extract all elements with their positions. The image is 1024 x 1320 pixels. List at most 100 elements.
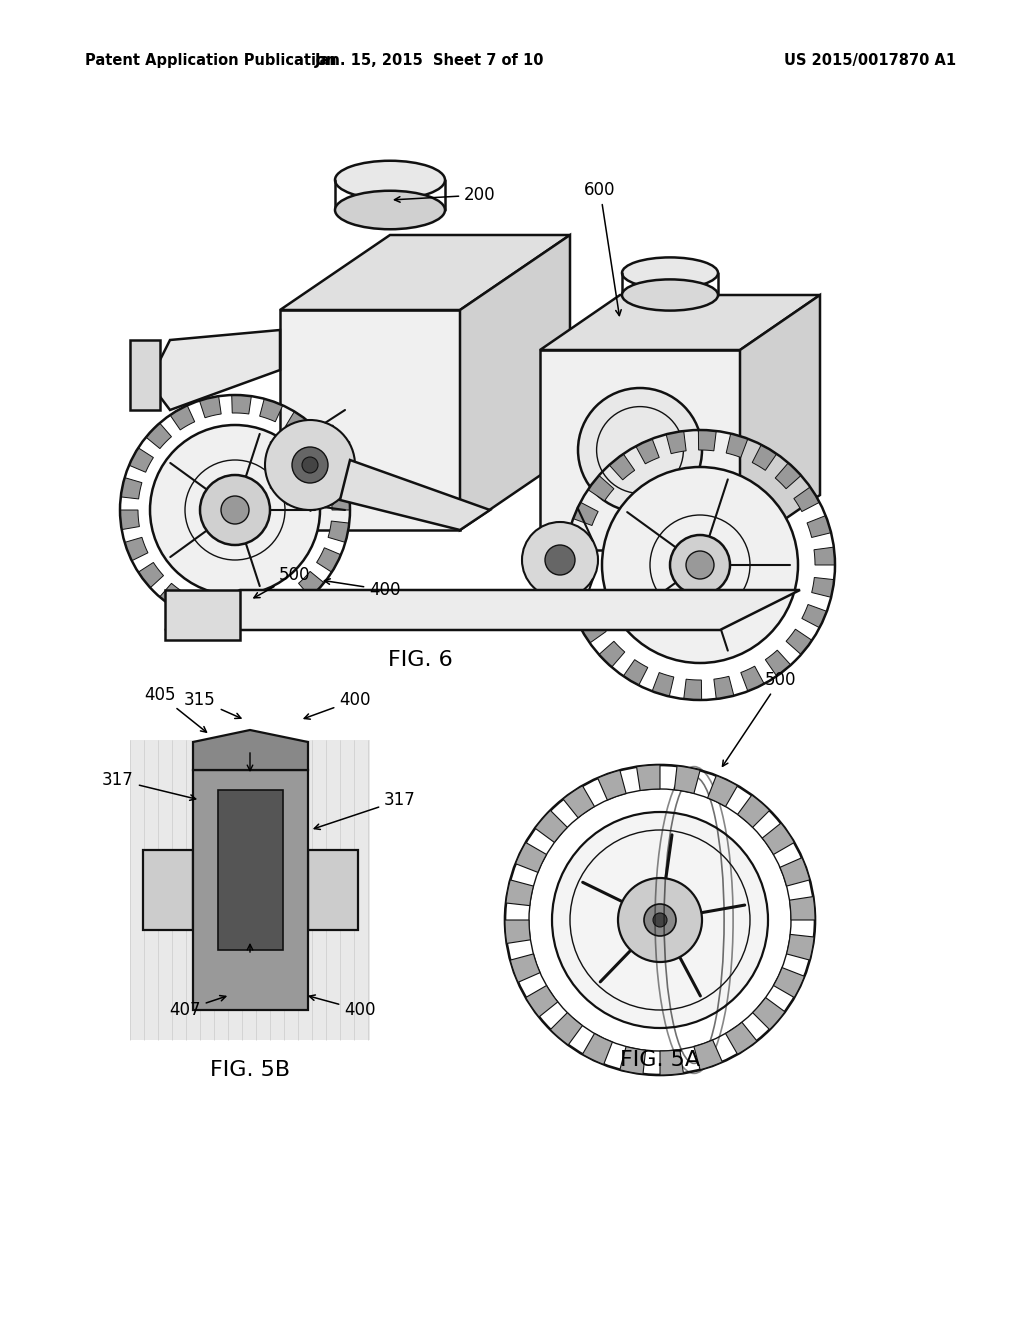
Polygon shape bbox=[331, 491, 350, 510]
Polygon shape bbox=[812, 577, 835, 598]
Polygon shape bbox=[786, 935, 814, 960]
Polygon shape bbox=[219, 606, 239, 624]
Polygon shape bbox=[753, 998, 785, 1030]
Polygon shape bbox=[540, 294, 820, 350]
Polygon shape bbox=[260, 399, 283, 422]
Polygon shape bbox=[299, 572, 324, 597]
Text: 600: 600 bbox=[585, 181, 622, 315]
Polygon shape bbox=[566, 533, 589, 553]
Polygon shape bbox=[599, 642, 625, 667]
Bar bbox=[308, 850, 358, 931]
Ellipse shape bbox=[622, 257, 718, 289]
Polygon shape bbox=[684, 680, 701, 700]
Circle shape bbox=[552, 812, 768, 1028]
Polygon shape bbox=[652, 672, 674, 697]
Polygon shape bbox=[636, 438, 659, 463]
Polygon shape bbox=[790, 896, 815, 920]
Text: 317: 317 bbox=[102, 771, 196, 800]
Polygon shape bbox=[794, 487, 819, 512]
Polygon shape bbox=[765, 651, 791, 676]
Polygon shape bbox=[624, 660, 648, 685]
Circle shape bbox=[200, 475, 270, 545]
Polygon shape bbox=[698, 430, 716, 451]
Polygon shape bbox=[322, 459, 345, 483]
Text: 400: 400 bbox=[304, 690, 371, 719]
Circle shape bbox=[545, 545, 575, 576]
Text: 500: 500 bbox=[723, 671, 796, 767]
Text: 500: 500 bbox=[254, 566, 310, 598]
Polygon shape bbox=[138, 562, 164, 587]
Polygon shape bbox=[200, 396, 221, 417]
Polygon shape bbox=[340, 459, 490, 531]
Polygon shape bbox=[525, 986, 558, 1016]
Text: 200: 200 bbox=[394, 186, 496, 205]
Polygon shape bbox=[740, 667, 764, 692]
Bar bbox=[193, 770, 308, 1010]
Polygon shape bbox=[814, 546, 835, 565]
Circle shape bbox=[221, 496, 249, 524]
Polygon shape bbox=[598, 771, 626, 800]
Polygon shape bbox=[588, 475, 614, 500]
Polygon shape bbox=[160, 583, 185, 609]
Circle shape bbox=[265, 420, 355, 510]
Polygon shape bbox=[786, 630, 812, 655]
Polygon shape bbox=[516, 842, 547, 873]
Polygon shape bbox=[694, 1040, 722, 1069]
Text: 407: 407 bbox=[169, 995, 225, 1019]
Text: 400: 400 bbox=[309, 995, 376, 1019]
Polygon shape bbox=[121, 478, 142, 499]
Circle shape bbox=[670, 535, 730, 595]
Text: Patent Application Publication: Patent Application Publication bbox=[85, 53, 337, 67]
Circle shape bbox=[602, 467, 798, 663]
Polygon shape bbox=[170, 405, 195, 430]
Text: Jan. 15, 2015  Sheet 7 of 10: Jan. 15, 2015 Sheet 7 of 10 bbox=[315, 53, 545, 67]
Polygon shape bbox=[675, 766, 700, 793]
Polygon shape bbox=[807, 516, 831, 537]
Polygon shape bbox=[637, 766, 660, 791]
Text: 315: 315 bbox=[184, 690, 241, 718]
Polygon shape bbox=[573, 503, 598, 525]
Polygon shape bbox=[708, 776, 737, 807]
Text: FIG. 6: FIG. 6 bbox=[388, 649, 453, 671]
Polygon shape bbox=[193, 730, 308, 770]
Bar bbox=[218, 789, 283, 950]
Polygon shape bbox=[583, 1034, 612, 1064]
Polygon shape bbox=[660, 1049, 683, 1074]
Polygon shape bbox=[187, 598, 210, 622]
Polygon shape bbox=[125, 537, 147, 561]
Polygon shape bbox=[280, 235, 570, 310]
Polygon shape bbox=[666, 432, 686, 454]
Polygon shape bbox=[714, 676, 734, 700]
Polygon shape bbox=[762, 824, 795, 854]
Polygon shape bbox=[569, 593, 593, 614]
Circle shape bbox=[578, 388, 702, 512]
Polygon shape bbox=[773, 968, 805, 998]
Polygon shape bbox=[165, 590, 240, 640]
Polygon shape bbox=[581, 619, 606, 643]
Bar bbox=[130, 741, 370, 1040]
Polygon shape bbox=[540, 350, 740, 550]
Bar bbox=[143, 850, 193, 931]
Polygon shape bbox=[737, 795, 770, 828]
Polygon shape bbox=[609, 454, 635, 480]
Polygon shape bbox=[753, 445, 776, 470]
Polygon shape bbox=[280, 310, 460, 531]
Text: 400: 400 bbox=[325, 578, 400, 599]
Polygon shape bbox=[506, 880, 534, 906]
Polygon shape bbox=[740, 294, 820, 550]
Circle shape bbox=[644, 904, 676, 936]
Polygon shape bbox=[285, 412, 310, 437]
Polygon shape bbox=[550, 1012, 583, 1045]
Circle shape bbox=[150, 425, 319, 595]
Polygon shape bbox=[155, 330, 280, 411]
Polygon shape bbox=[725, 1022, 757, 1055]
Polygon shape bbox=[620, 1047, 645, 1074]
Polygon shape bbox=[316, 548, 341, 572]
Circle shape bbox=[522, 521, 598, 598]
Polygon shape bbox=[130, 341, 160, 411]
Polygon shape bbox=[775, 463, 801, 488]
Polygon shape bbox=[129, 447, 154, 473]
Polygon shape bbox=[726, 433, 748, 458]
Text: 405: 405 bbox=[144, 686, 207, 733]
Text: 317: 317 bbox=[314, 791, 416, 829]
